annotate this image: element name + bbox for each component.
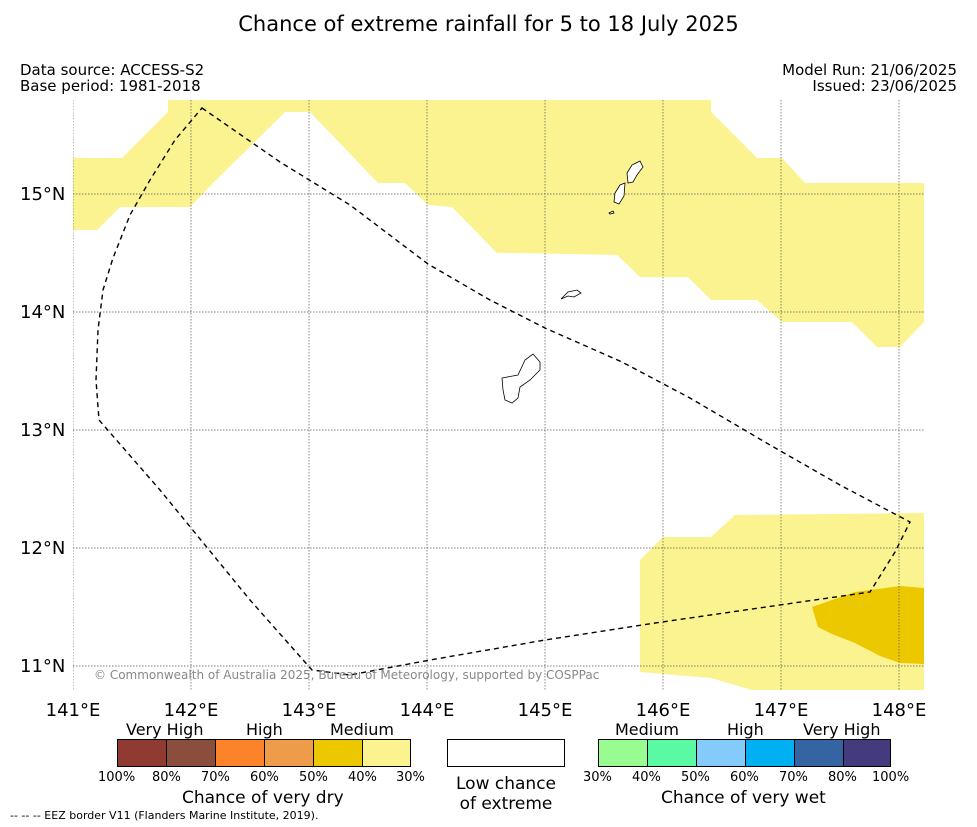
guam-island (501, 353, 541, 404)
aguijan-island (608, 210, 615, 215)
copyright-text: © Commonwealth of Australia 2025, Bureau… (94, 668, 599, 682)
lon-label: 145°E (518, 700, 573, 721)
high-dry-region (812, 586, 924, 664)
model-run-text: Model Run: 21/06/2025 (782, 61, 957, 79)
wet-swatch-50-60 (696, 739, 746, 767)
issued-text: Issued: 23/06/2025 (812, 77, 957, 95)
dry-very-high-label: Very High (126, 720, 204, 739)
tinian-island (613, 182, 626, 205)
low-chance-label-line2: of extreme (459, 794, 553, 814)
dry-pct-label: 40% (348, 770, 377, 785)
wet-legend-title: Chance of very wet (661, 788, 826, 808)
wet-medium-label: Medium (615, 720, 679, 739)
eez-border (95, 107, 911, 676)
lon-label: 142°E (164, 700, 219, 721)
wet-pct-label: 30% (583, 770, 612, 785)
rota-island (560, 289, 582, 300)
medium-dry-region-south (640, 513, 924, 690)
dry-swatch-70-60 (215, 739, 265, 767)
wet-high-label: High (727, 720, 764, 739)
dry-pct-label: 80% (152, 770, 181, 785)
dry-legend-title: Chance of very dry (182, 788, 344, 808)
dry-medium-label: Medium (330, 720, 394, 739)
medium-dry-region-north (73, 100, 924, 347)
lat-label: 15°N (20, 184, 65, 205)
dry-pct-label: 70% (201, 770, 230, 785)
lat-label: 11°N (20, 656, 65, 677)
wet-swatch-80-100 (843, 739, 891, 767)
latitude-labels: 15°N 14°N 13°N 12°N 11°N (20, 184, 65, 677)
wet-pct-label: 70% (779, 770, 808, 785)
dry-pct-label: 50% (299, 770, 328, 785)
lat-label: 14°N (20, 302, 65, 323)
dry-swatch-40-30 (362, 739, 411, 767)
dry-swatch-80-70 (166, 739, 216, 767)
island-outlines (501, 160, 644, 404)
lon-label: 144°E (400, 700, 455, 721)
saipan-island (626, 160, 644, 184)
wet-pct-label: 40% (632, 770, 661, 785)
lat-label: 12°N (20, 538, 65, 559)
lon-label: 141°E (46, 700, 101, 721)
base-period-text: Base period: 1981-2018 (20, 77, 201, 95)
dry-pct-label: 30% (396, 770, 425, 785)
lon-label: 143°E (282, 700, 337, 721)
grid-lines (73, 100, 924, 690)
data-source-text: Data source: ACCESS-S2 (20, 61, 205, 79)
dry-pct-label: 60% (250, 770, 279, 785)
wet-swatch-40-50 (647, 739, 697, 767)
lat-label: 13°N (20, 420, 65, 441)
wet-pct-label: 60% (730, 770, 759, 785)
wet-pct-label: 100% (872, 770, 910, 785)
chart-title: Chance of extreme rainfall for 5 to 18 J… (238, 12, 739, 36)
dry-swatch-100-80 (117, 739, 167, 767)
wet-pct-label: 50% (681, 770, 710, 785)
wet-swatch-60-70 (745, 739, 795, 767)
eez-footnote: -- -- -- EEZ border V11 (Flanders Marine… (10, 809, 319, 822)
wet-swatch-70-80 (794, 739, 844, 767)
wet-very-high-label: Very High (803, 720, 881, 739)
lon-label: 147°E (754, 700, 809, 721)
low-chance-label-line1: Low chance (456, 774, 556, 794)
longitude-labels: 141°E 142°E 143°E 144°E 145°E 146°E 147°… (46, 700, 927, 721)
dry-high-label: High (246, 720, 283, 739)
dry-swatch-50-40 (313, 739, 363, 767)
dry-pct-label: 100% (98, 770, 136, 785)
wet-pct-label: 80% (828, 770, 857, 785)
dry-swatch-60-50 (264, 739, 314, 767)
lon-label: 148°E (872, 700, 927, 721)
wet-swatch-30-40 (598, 739, 648, 767)
lon-label: 146°E (636, 700, 691, 721)
low-chance-swatch (447, 739, 565, 767)
